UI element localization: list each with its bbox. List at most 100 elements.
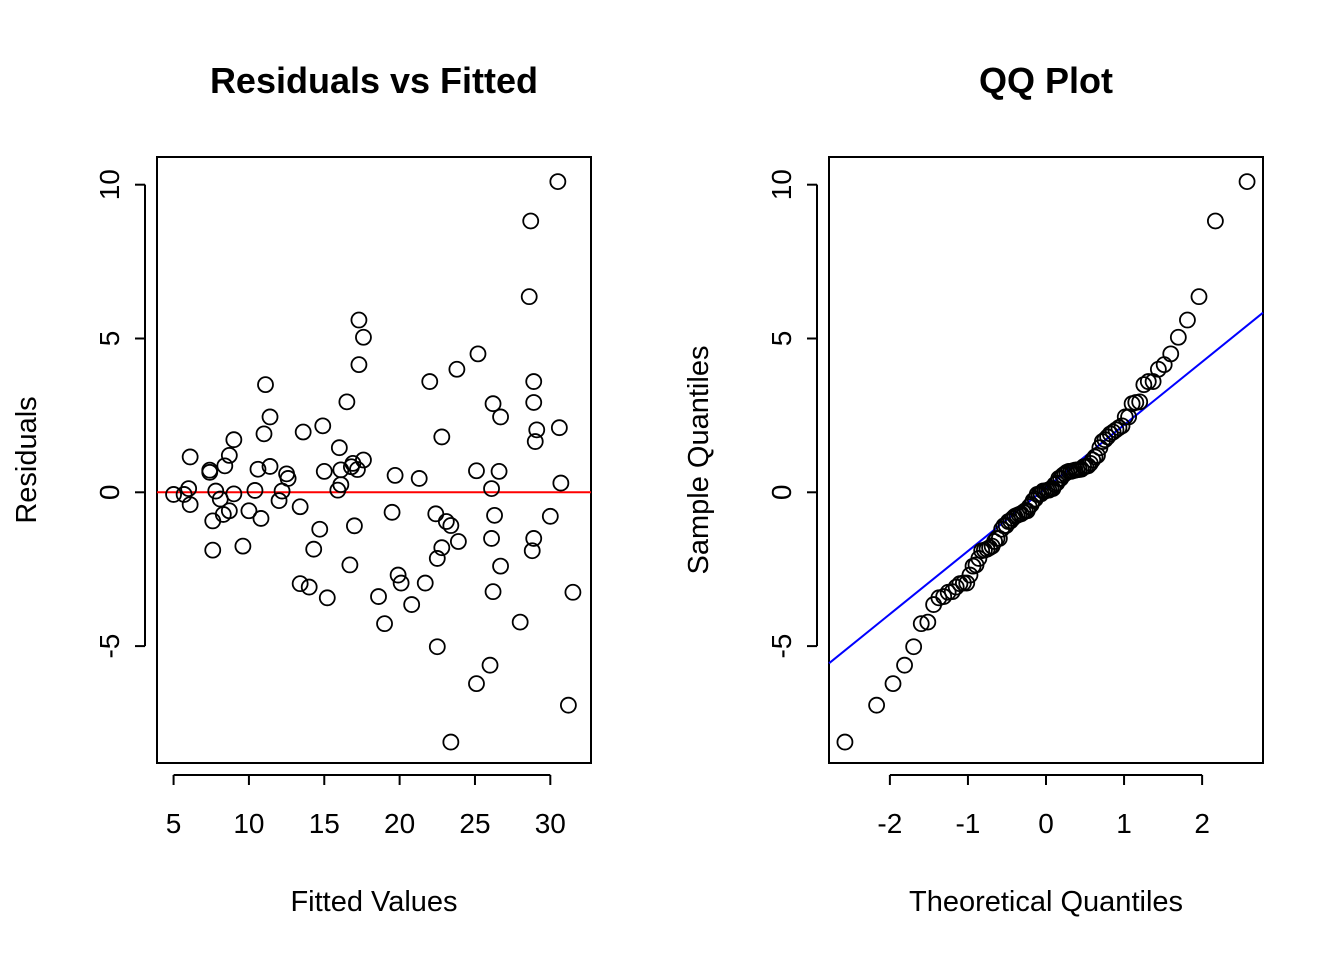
residuals-point [483, 480, 500, 498]
residuals-point [255, 425, 273, 443]
residuals-point [330, 439, 348, 457]
residuals-point [314, 417, 332, 435]
residuals-point [305, 540, 323, 558]
residuals-point [338, 393, 356, 411]
qq-x-tick-label: -1 [955, 808, 980, 839]
residuals-point [350, 356, 368, 374]
residuals-y-tick-label: -5 [94, 634, 125, 659]
residuals-point [433, 539, 451, 557]
residuals-point [240, 502, 258, 520]
qq-point [868, 696, 886, 714]
residuals-point [559, 696, 577, 714]
residuals-point [201, 461, 219, 479]
residuals-point [484, 395, 502, 413]
qq-point [961, 566, 979, 584]
residuals-point [175, 486, 193, 503]
residuals-point [261, 458, 279, 475]
residuals-point [421, 373, 439, 390]
residuals-point [318, 589, 336, 607]
qq-point [1131, 393, 1149, 411]
residuals-point [386, 466, 404, 484]
residuals-y-ticks: -5 0 5 10 [94, 169, 146, 659]
qq-point [1135, 376, 1153, 394]
qq-y-axis-label: Sample Quantiles [683, 346, 715, 575]
qq-x-tick-label: 0 [1038, 808, 1054, 839]
residuals-point [416, 574, 434, 592]
residuals-point [468, 462, 485, 480]
residuals-point [257, 376, 274, 394]
residuals-point [291, 498, 309, 516]
residuals-point [291, 575, 309, 593]
qq-point [1206, 212, 1224, 230]
residuals-point [427, 505, 445, 523]
qq-y-tick-label: 5 [766, 331, 797, 347]
residuals-point [549, 173, 567, 191]
residuals-point [225, 485, 243, 503]
residuals-point [410, 470, 428, 487]
qq-x-tick-label: 1 [1116, 808, 1132, 839]
residuals-point [403, 596, 421, 613]
residuals-point [350, 311, 368, 329]
qq-plot-title: QQ Plot [979, 60, 1113, 101]
qq-point [905, 638, 923, 656]
residuals-point [492, 557, 509, 575]
residuals-point [376, 615, 393, 633]
residuals-point [181, 496, 199, 514]
residuals-point [520, 288, 538, 306]
residuals-point [349, 461, 366, 478]
residuals-point [355, 328, 372, 346]
residuals-point [220, 446, 238, 464]
residuals-point [204, 541, 222, 559]
residuals-point [552, 474, 570, 492]
residuals-x-tick-label: 15 [309, 808, 340, 839]
qq-point [958, 574, 976, 592]
residuals-point [449, 533, 467, 550]
qq-point [1084, 451, 1102, 469]
residuals-point [564, 583, 582, 601]
residuals-point [469, 345, 487, 363]
residuals-point [165, 486, 182, 503]
residuals-point [207, 482, 225, 500]
residuals-point [442, 733, 460, 751]
residuals-point [225, 431, 243, 449]
residuals-point [311, 520, 329, 538]
residuals-y-tick-label: 0 [94, 485, 125, 501]
residuals-point [392, 574, 410, 592]
residuals-point [481, 656, 499, 674]
residuals-x-tick-label: 25 [459, 808, 490, 839]
residuals-point [252, 510, 270, 527]
residuals-point [300, 578, 318, 596]
residuals-point [180, 480, 198, 498]
residuals-point [490, 462, 508, 480]
qq-point [836, 733, 854, 751]
qq-x-axis-label: Theoretical Quantiles [909, 886, 1183, 918]
residuals-x-tick-label: 20 [384, 808, 415, 839]
residuals-point [261, 408, 279, 426]
qq-x-tick-label: 2 [1194, 808, 1210, 839]
residuals-point [270, 492, 288, 510]
residuals-point [428, 550, 446, 567]
residuals-point [525, 394, 543, 411]
residuals-point [234, 537, 252, 555]
residuals-vs-fitted-panel: Residuals vs Fitted Fitted Values Residu… [11, 60, 592, 918]
qq-point [1190, 288, 1208, 306]
residuals-point [332, 476, 350, 494]
qq-y-tick-label: 10 [766, 169, 797, 200]
residuals-point [448, 360, 466, 378]
qq-point [1149, 360, 1167, 378]
qq-y-tick-label: -5 [766, 634, 797, 659]
residuals-point [355, 451, 372, 469]
residuals-point [526, 433, 544, 450]
residuals-point [249, 460, 267, 478]
residuals-point [346, 517, 363, 535]
residuals-x-ticks: 5 10 15 20 25 30 [166, 774, 566, 839]
residuals-plot-title: Residuals vs Fitted [210, 60, 538, 101]
residuals-y-tick-label: 10 [94, 169, 125, 200]
residuals-x-tick-label: 30 [535, 808, 566, 839]
residuals-point [483, 530, 500, 547]
qq-point [896, 656, 913, 674]
qq-point [1169, 328, 1187, 346]
qq-x-tick-label: -2 [877, 808, 902, 839]
qq-point [912, 615, 930, 633]
